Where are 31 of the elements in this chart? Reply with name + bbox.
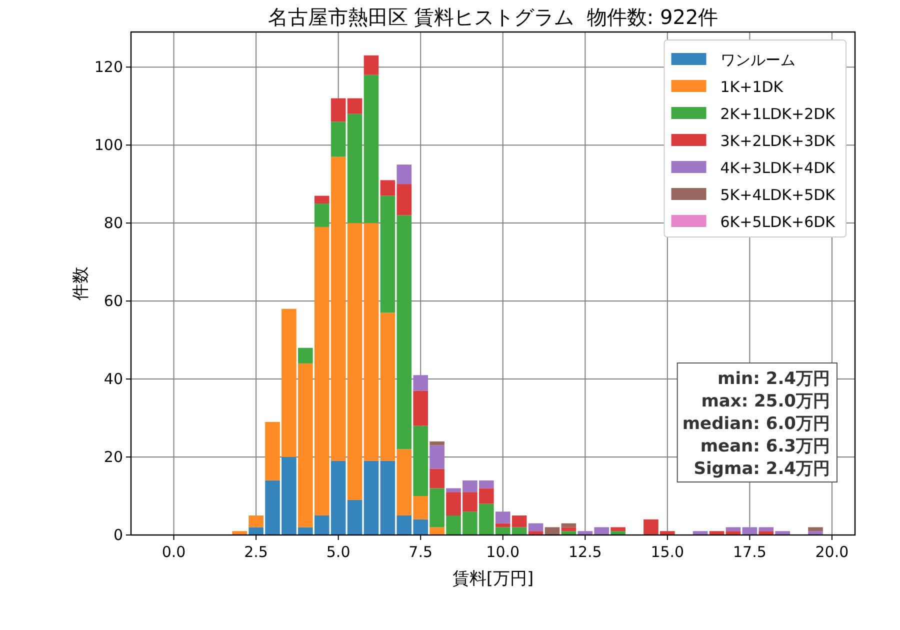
annotation: min: 2.4万円 (718, 369, 830, 389)
legend-label: 2K+1LDK+2DK (720, 105, 836, 123)
annotation: Sigma: 2.4万円 (694, 459, 830, 479)
x-tick-label: 10.0 (486, 543, 520, 561)
legend-label: 6K+5LDK+6DK (720, 213, 836, 231)
legend-label: 4K+3LDK+4DK (720, 159, 836, 177)
x-axis-title: 賃料[万円] (452, 569, 534, 589)
x-tick-label: 5.0 (326, 543, 350, 561)
y-tick-label: 120 (94, 58, 123, 76)
x-tick-label: 12.5 (568, 543, 602, 561)
y-tick-label: 20 (104, 448, 123, 466)
y-tick-label: 40 (104, 370, 123, 388)
legend-label: 5K+4LDK+5DK (720, 186, 836, 204)
y-tick-label: 0 (113, 526, 123, 544)
annotation: max: 25.0万円 (701, 392, 830, 412)
chart-title: 名古屋市熱田区 賃料ヒストグラム 物件数: 922件 (268, 5, 718, 29)
x-tick-label: 15.0 (650, 543, 684, 561)
x-tick-label: 0.0 (162, 543, 186, 561)
y-axis-title: 件数 (71, 266, 91, 300)
x-tick-label: 7.5 (408, 543, 433, 561)
annotation: mean: 6.3万円 (700, 436, 830, 456)
y-tick-label: 100 (94, 136, 123, 154)
legend-label: 1K+1DK (720, 78, 784, 96)
y-tick-label: 60 (104, 292, 123, 310)
x-tick-label: 2.5 (244, 543, 268, 561)
x-tick-label: 20.0 (815, 543, 849, 561)
legend-label: ワンルーム (720, 51, 796, 69)
y-tick-label: 80 (104, 214, 123, 232)
legend-label: 3K+2LDK+3DK (720, 132, 836, 150)
x-tick-label: 17.5 (732, 543, 766, 561)
annotation: median: 6.0万円 (682, 414, 830, 434)
